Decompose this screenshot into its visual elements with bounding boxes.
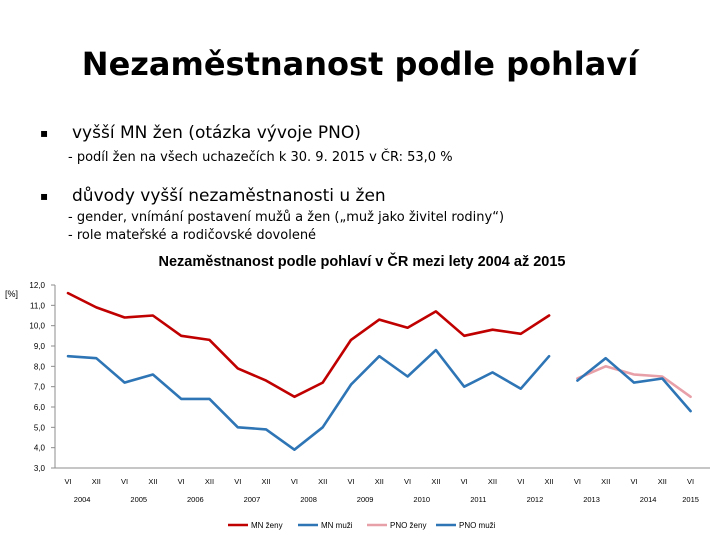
y-axis-label: [%] xyxy=(5,289,18,299)
bullet-text-2: důvody vyšší nezaměstnanosti u žen xyxy=(72,186,386,206)
x-tick-label: XII xyxy=(92,477,101,486)
year-label: 2011 xyxy=(470,495,486,504)
year-label: 2012 xyxy=(527,495,544,504)
x-tick-label: VI xyxy=(517,477,524,486)
x-tick-label: VI xyxy=(121,477,128,486)
x-tick-label: XII xyxy=(545,477,554,486)
legend-label: MN ženy xyxy=(251,521,283,530)
x-tick-label: VI xyxy=(178,477,185,486)
x-tick-label: XII xyxy=(262,477,271,486)
bullet-text-1: vyšší MN žen (otázka vývoje PNO) xyxy=(72,123,361,143)
legend-label: PNO muži xyxy=(459,521,496,530)
x-tick-label: XII xyxy=(601,477,610,486)
series-line-pno-ženy xyxy=(576,365,692,399)
x-tick-label: XII xyxy=(148,477,157,486)
y-tick-label: 5,0 xyxy=(34,423,46,432)
year-label: 2007 xyxy=(244,495,261,504)
y-tick-label: 3,0 xyxy=(34,464,46,473)
year-label: 2013 xyxy=(583,495,600,504)
slide-title: Nezaměstnanost podle pohlaví xyxy=(81,45,639,83)
x-tick-label: XII xyxy=(658,477,667,486)
series-line-mn-ženy xyxy=(66,291,551,399)
year-label: 2004 xyxy=(74,495,91,504)
year-label: 2014 xyxy=(640,495,657,504)
bullet-sub-2b: - role mateřské a rodičovské dovolené xyxy=(68,228,317,243)
x-tick-label: VI xyxy=(461,477,468,486)
year-label: 2010 xyxy=(413,495,430,504)
x-tick-label: XII xyxy=(375,477,384,486)
y-tick-label: 6,0 xyxy=(34,403,46,412)
y-tick-label: 4,0 xyxy=(34,444,46,453)
bullet-marker-2: ▪ xyxy=(40,189,49,203)
series-line-pno-muži xyxy=(576,356,692,413)
year-label: 2008 xyxy=(300,495,317,504)
x-tick-label: VI xyxy=(291,477,298,486)
bullet-marker-1: ▪ xyxy=(40,126,49,140)
year-label: 2006 xyxy=(187,495,204,504)
y-tick-label: 8,0 xyxy=(34,362,46,371)
x-tick-label: XII xyxy=(431,477,440,486)
y-tick-label: 11,0 xyxy=(30,301,46,310)
year-label: 2005 xyxy=(130,495,147,504)
x-tick-label: VI xyxy=(347,477,354,486)
x-tick-label: VI xyxy=(64,477,71,486)
x-tick-label: VI xyxy=(404,477,411,486)
year-label: 2015 xyxy=(682,495,699,504)
year-label: 2009 xyxy=(357,495,374,504)
x-tick-label: VI xyxy=(630,477,637,486)
legend-label: MN muži xyxy=(321,521,353,530)
y-tick-label: 9,0 xyxy=(34,342,46,351)
x-tick-label: VI xyxy=(234,477,241,486)
y-tick-label: 10,0 xyxy=(29,322,45,331)
chart-title: Nezaměstnanost podle pohlaví v ČR mezi l… xyxy=(159,252,566,270)
x-tick-label: XII xyxy=(205,477,214,486)
bullet-sub-2a: - gender, vnímání postavení mužů a žen (… xyxy=(68,210,505,225)
y-tick-label: 7,0 xyxy=(34,383,46,392)
series-line-mn-muži xyxy=(66,348,551,451)
x-tick-label: XII xyxy=(318,477,327,486)
bullet-sub-1: - podíl žen na všech uchazečích k 30. 9.… xyxy=(68,150,453,165)
x-tick-label: VI xyxy=(574,477,581,486)
legend-label: PNO ženy xyxy=(390,521,426,530)
x-tick-label: XII xyxy=(488,477,497,486)
x-tick-label: VI xyxy=(687,477,694,486)
y-tick-label: 12,0 xyxy=(29,281,45,290)
